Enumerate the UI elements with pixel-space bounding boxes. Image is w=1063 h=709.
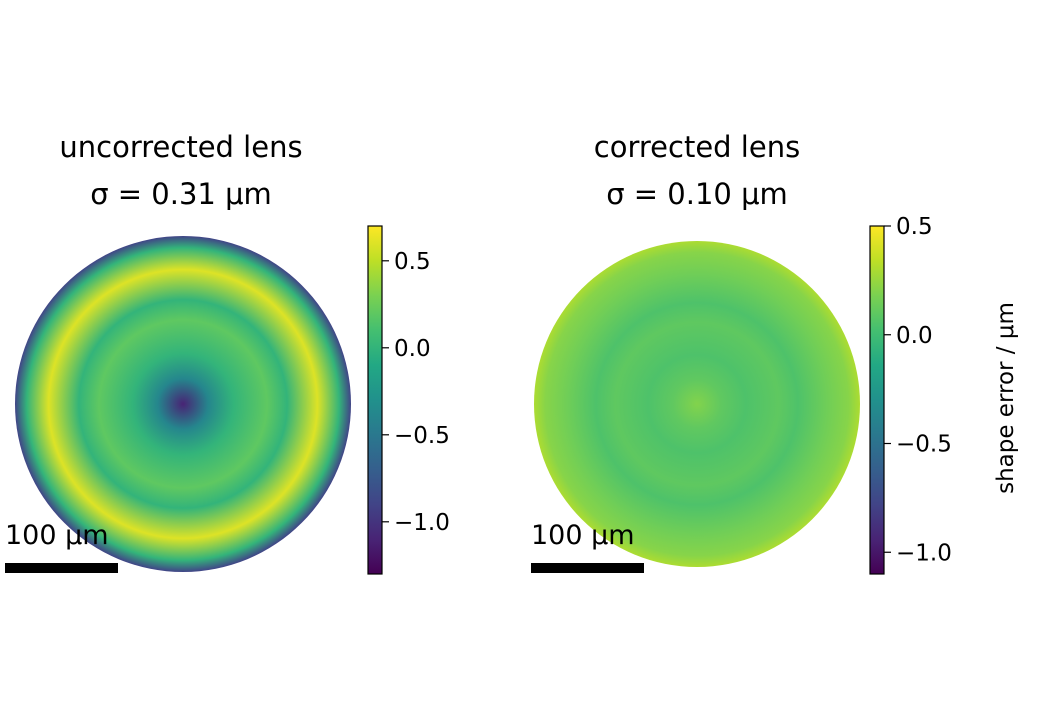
colorbar-gradient <box>367 225 383 575</box>
colorbar: 0.5 0.0 −0.5 −1.0 <box>367 225 450 575</box>
lens-surface <box>534 241 860 567</box>
panel-subtitle: σ = 0.10 μm <box>606 177 788 211</box>
colorbar-tick-label: −0.5 <box>896 432 952 458</box>
colorbar-tick-label: 0.0 <box>394 336 431 362</box>
shape-error-map <box>15 236 351 572</box>
panel-corrected: corrected lens σ = 0.10 μm 100 μm 0.5 0.0… <box>531 130 1019 575</box>
colorbar: 0.5 0.0 −0.5 −1.0 <box>869 214 952 575</box>
shape-error-map <box>534 241 860 567</box>
colorbar-tick-label: 0.5 <box>896 214 933 240</box>
panel-title: uncorrected lens <box>59 130 302 164</box>
colorbar-gradient <box>869 225 885 575</box>
scale-bar-label: 100 μm <box>531 520 635 551</box>
panel-uncorrected: uncorrected lens σ = 0.31 μm 100 μm 0.50… <box>5 130 450 575</box>
colorbar-tick-label: 0.5 <box>394 249 431 275</box>
lens-surface <box>15 236 351 572</box>
panel-title: corrected lens <box>594 130 800 164</box>
scale-bar <box>531 563 644 573</box>
colorbar-tick-label: −0.5 <box>394 423 450 449</box>
colorbar-tick-label: −1.0 <box>896 540 952 566</box>
colorbar-label: shape error / μm <box>993 302 1019 494</box>
scale-bar <box>5 563 118 573</box>
colorbar-tick-label: −1.0 <box>394 510 450 536</box>
colorbar-tick-label: 0.0 <box>896 323 933 349</box>
panel-subtitle: σ = 0.31 μm <box>90 177 272 211</box>
scale-bar-label: 100 μm <box>5 520 109 551</box>
